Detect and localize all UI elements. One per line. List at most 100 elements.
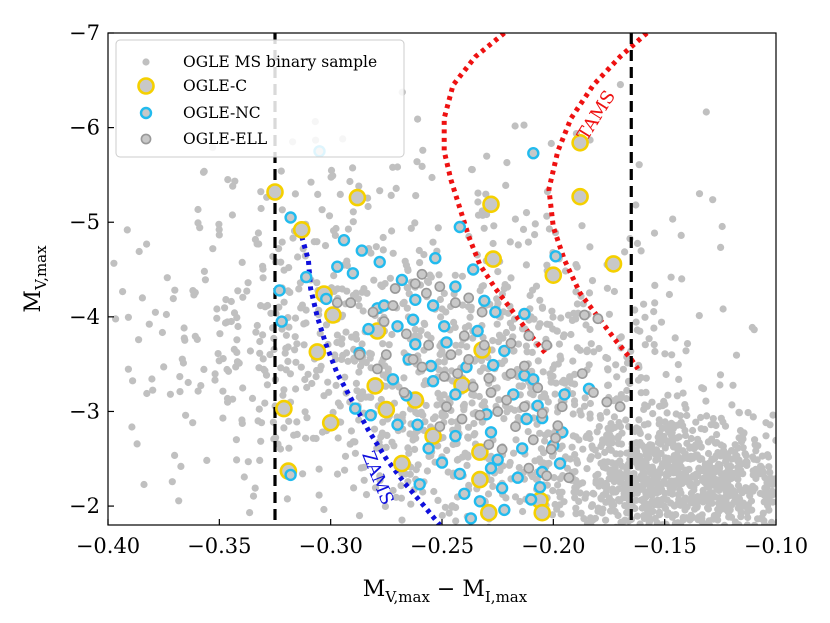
ms-binary-point xyxy=(110,259,118,267)
ms-binary-point xyxy=(489,239,497,248)
ms-binary-point xyxy=(403,304,411,312)
ms-binary-point xyxy=(341,452,350,460)
ms-binary-point xyxy=(201,276,209,284)
ms-binary-point xyxy=(534,357,542,365)
ms-binary-point xyxy=(460,400,468,408)
ms-binary-point xyxy=(657,318,666,326)
ms-binary-point xyxy=(355,511,364,520)
ms-binary-point xyxy=(397,494,405,502)
ms-binary-point xyxy=(404,265,412,273)
ms-binary-point xyxy=(282,331,290,339)
ms-binary-point xyxy=(698,517,706,525)
ms-binary-point xyxy=(336,402,344,410)
ms-binary-point xyxy=(729,381,737,389)
ms-binary-point xyxy=(637,247,645,255)
ms-binary-point xyxy=(679,513,687,522)
ms-binary-point xyxy=(564,311,573,319)
ms-binary-point xyxy=(276,445,285,453)
ms-binary-point xyxy=(580,402,589,410)
ms-binary-point xyxy=(489,482,497,490)
ms-binary-point xyxy=(398,516,406,524)
ms-binary-point xyxy=(129,377,137,385)
ogle-nc-point xyxy=(346,267,360,280)
ms-binary-point xyxy=(412,466,420,474)
ms-binary-point xyxy=(128,423,136,431)
ms-binary-point xyxy=(452,341,460,349)
ms-binary-point xyxy=(229,182,237,190)
x-tick-label: −0.35 xyxy=(187,534,251,558)
ogle-nc-point xyxy=(422,442,435,455)
ms-binary-point xyxy=(648,441,656,449)
ms-binary-point xyxy=(163,274,171,282)
ogle-ell-point xyxy=(449,297,461,309)
ogle-ell-point xyxy=(345,297,357,309)
ms-binary-point xyxy=(168,478,176,486)
ms-binary-point xyxy=(485,455,493,463)
ogle-nc-point xyxy=(440,336,453,349)
ms-binary-point xyxy=(599,491,607,499)
ms-binary-point xyxy=(667,273,675,281)
ms-binary-point xyxy=(280,424,288,432)
ms-binary-point xyxy=(503,408,511,416)
ms-binary-point xyxy=(543,212,551,220)
ms-binary-point xyxy=(671,334,679,342)
ms-binary-point xyxy=(730,454,738,462)
ms-binary-point xyxy=(772,436,776,444)
ogle-ell-point xyxy=(416,268,428,280)
ms-binary-point xyxy=(232,436,240,444)
ogle-nc-point xyxy=(426,375,440,388)
ms-binary-point xyxy=(615,485,623,493)
ms-binary-point xyxy=(664,391,672,399)
ms-binary-point xyxy=(300,341,308,349)
ms-binary-point xyxy=(638,504,646,512)
ms-binary-point xyxy=(286,370,294,378)
ms-binary-point xyxy=(738,460,746,468)
ms-binary-point xyxy=(728,401,736,409)
ogle-nc-point xyxy=(449,429,462,443)
ogle-nc-point xyxy=(449,280,462,293)
ogle-ell-point xyxy=(371,363,383,375)
ms-binary-point xyxy=(715,486,723,494)
ms-binary-point xyxy=(640,495,648,503)
ms-binary-point xyxy=(253,321,261,330)
ms-binary-point xyxy=(158,328,166,337)
ms-binary-point xyxy=(257,204,265,213)
ms-binary-point xyxy=(547,378,555,386)
ogle-ell-point xyxy=(519,401,530,413)
ogle-c-point xyxy=(348,188,367,207)
ms-binary-point xyxy=(489,337,497,345)
ms-binary-point xyxy=(411,325,419,333)
ms-binary-point xyxy=(330,272,338,280)
ms-binary-point xyxy=(407,224,415,232)
ms-binary-point xyxy=(719,442,727,450)
ms-binary-point xyxy=(239,293,247,301)
ms-binary-point xyxy=(290,431,298,439)
ogle-nc-point xyxy=(284,211,297,224)
ms-binary-point xyxy=(603,431,611,439)
ms-binary-point xyxy=(291,346,299,354)
ms-binary-point xyxy=(254,229,262,237)
y-tick-label: −7 xyxy=(69,21,100,45)
ms-binary-point xyxy=(572,504,580,512)
ms-binary-point xyxy=(640,300,648,308)
ms-binary-point xyxy=(349,208,357,216)
x-axis-title: MV,max − MI,max xyxy=(363,577,528,606)
ms-binary-point xyxy=(415,332,423,341)
ms-binary-point xyxy=(647,489,655,497)
ms-binary-point xyxy=(197,382,205,390)
ms-binary-point xyxy=(633,489,641,497)
ms-binary-point xyxy=(672,510,680,519)
ogle-nc-point xyxy=(473,495,487,508)
ms-binary-point xyxy=(697,467,705,475)
ms-binary-point xyxy=(616,81,625,89)
ogle-c-point xyxy=(604,255,623,273)
ogle-nc-point xyxy=(349,402,362,415)
ms-binary-point xyxy=(614,434,622,442)
ms-binary-point xyxy=(400,298,408,306)
ms-binary-point xyxy=(518,325,527,333)
ogle-nc-point xyxy=(549,250,562,263)
ms-binary-point xyxy=(550,474,558,482)
ms-binary-point xyxy=(332,224,340,233)
ms-binary-point xyxy=(516,497,524,506)
ms-binary-point xyxy=(683,411,691,420)
